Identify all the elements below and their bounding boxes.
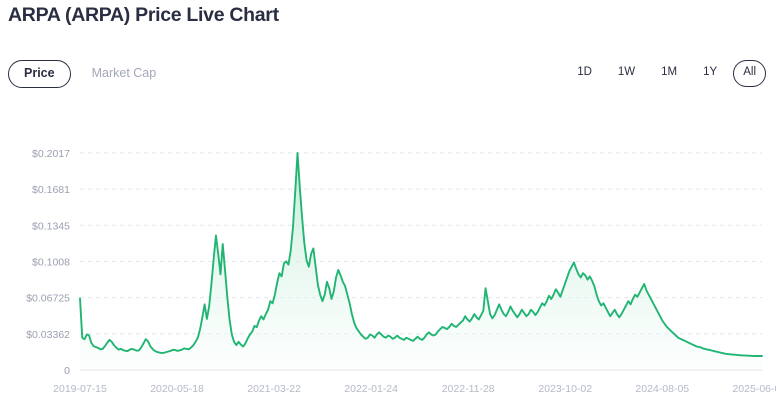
chart-x-axis-labels: 2019-07-15 2020-05-18 2021-03-22 2022-01-24… <box>53 383 776 395</box>
chart-y-axis-labels: 0 $0.03362 $0.06725 $0.1008 $0.1345 $0.1681 $0… <box>26 148 70 377</box>
y-axis-tick-label: $0.1345 <box>32 220 70 232</box>
x-axis-tick-label: 2024-08-05 <box>635 383 689 395</box>
range-button-1d[interactable]: 1D <box>567 60 602 87</box>
price-chart[interactable]: 0 $0.03362 $0.06725 $0.1008 $0.1345 $0.1681 $0… <box>0 120 776 401</box>
range-button-1m[interactable]: 1M <box>651 60 687 87</box>
x-axis-tick-label: 2020-05-18 <box>150 383 204 395</box>
x-axis-tick-label: 2023-10-02 <box>538 383 592 395</box>
metric-toggle-market-cap[interactable]: Market Cap <box>85 60 164 88</box>
price-chart-svg: 0 $0.03362 $0.06725 $0.1008 $0.1345 $0.1681 $0… <box>26 148 776 395</box>
y-axis-tick-label: $0.06725 <box>26 293 70 305</box>
metric-toggle-group: Price Market Cap <box>8 60 163 88</box>
range-button-1y[interactable]: 1Y <box>693 60 727 87</box>
range-button-all[interactable]: All <box>733 60 766 87</box>
y-axis-tick-label: $0.03362 <box>26 329 70 341</box>
x-axis-tick-label: 2022-01-24 <box>344 383 398 395</box>
page-title: ARPA (ARPA) Price Live Chart <box>8 4 279 26</box>
price-area-fill <box>80 153 762 370</box>
x-axis-tick-label: 2022-11-28 <box>442 383 495 395</box>
time-range-group: 1D 1W 1M 1Y All <box>567 60 766 87</box>
metric-toggle-price[interactable]: Price <box>8 60 71 88</box>
price-line <box>79 152 763 357</box>
x-axis-tick-label: 2025-06-09 <box>732 383 776 395</box>
y-axis-tick-label: $0.1008 <box>32 257 70 269</box>
y-axis-tick-label: $0.2017 <box>32 148 70 160</box>
y-axis-tick-label: $0.1681 <box>32 184 70 196</box>
x-axis-tick-label: 2019-07-15 <box>53 383 107 395</box>
range-button-1w[interactable]: 1W <box>608 60 645 87</box>
x-axis-tick-label: 2021-03-22 <box>247 383 301 395</box>
y-axis-tick-label: 0 <box>64 365 70 377</box>
